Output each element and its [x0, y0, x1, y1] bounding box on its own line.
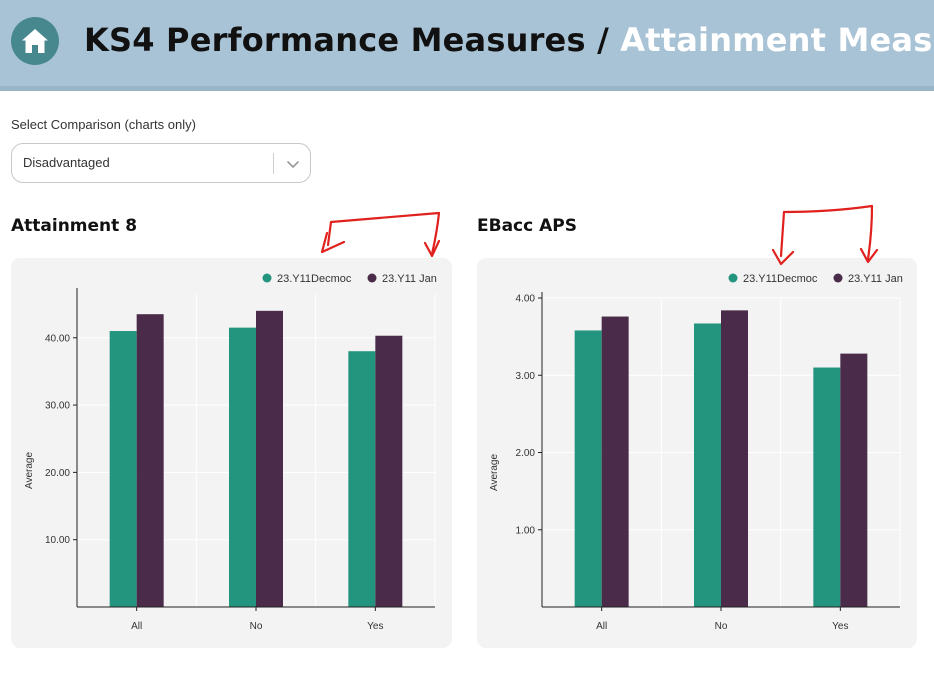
page-title-main: KS4 Performance Measures	[84, 21, 586, 59]
bar-2	[721, 310, 748, 607]
title-separator: /	[597, 21, 609, 59]
legend-swatch	[833, 273, 843, 283]
x-tick-label: Yes	[832, 621, 848, 632]
x-tick-label: No	[250, 621, 263, 632]
legend-label: 23.Y11Decmoc	[277, 273, 352, 285]
page-title-sub: Attainment Measures	[620, 21, 934, 59]
select-divider	[273, 153, 274, 174]
chart-svg: 1.00 2.00 3.00 4.00 All No Yes Average 23.Y11Dec…	[489, 273, 903, 632]
y-tick-label: 4.00	[516, 294, 536, 305]
page-title: KS4 Performance Measures / Attainment Me…	[84, 20, 934, 60]
comparison-label: Select Comparison (charts only)	[11, 117, 196, 132]
y-tick-label: 40.00	[45, 333, 70, 344]
bar-2	[601, 316, 629, 607]
y-tick-label: 3.00	[516, 371, 536, 382]
chart-card-ebacc-aps: 1.00 2.00 3.00 4.00 All No Yes Average 23.Y11Dec…	[477, 258, 917, 648]
bar-1	[694, 323, 721, 607]
bar-1	[574, 330, 602, 607]
header-bottom-band	[0, 86, 934, 91]
annotation-arrowhead	[320, 231, 346, 254]
bar-2	[256, 310, 283, 607]
legend-label: 23.Y11 Jan	[382, 273, 437, 285]
bar-2	[136, 314, 164, 607]
y-tick-label: 30.00	[45, 401, 70, 412]
comparison-selected-value: Disadvantaged	[23, 155, 110, 170]
bar-1	[109, 331, 137, 607]
home-button[interactable]	[11, 17, 59, 65]
chart-title-ebacc-aps: EBacc APS	[477, 216, 577, 236]
x-tick-label: All	[596, 621, 607, 632]
x-tick-label: All	[131, 621, 142, 632]
page-header: KS4 Performance Measures / Attainment Me…	[0, 0, 934, 91]
y-axis-label: Average	[24, 452, 35, 490]
legend-label: 23.Y11Decmoc	[743, 273, 818, 285]
x-tick-label: Yes	[367, 621, 383, 632]
y-axis-label: Average	[489, 454, 500, 492]
bar-1	[813, 367, 841, 607]
y-tick-label: 20.00	[45, 468, 70, 479]
home-icon	[22, 29, 48, 53]
bar-2	[375, 335, 403, 607]
legend-label: 23.Y11 Jan	[848, 273, 903, 285]
annotation-stroke	[326, 211, 441, 256]
bar-1	[229, 327, 256, 607]
y-tick-label: 1.00	[516, 525, 536, 536]
chart-card-attainment-8: 10.00 20.00 30.00 40.00 All No Yes Average 23.Y1…	[11, 258, 452, 648]
x-tick-label: No	[715, 621, 728, 632]
chart-svg: 10.00 20.00 30.00 40.00 All No Yes Average 23.Y1…	[24, 273, 437, 632]
y-tick-label: 10.00	[45, 535, 70, 546]
bar-1	[348, 351, 376, 607]
chevron-down-icon[interactable]	[284, 155, 302, 173]
annotation-arrowhead	[423, 239, 441, 258]
comparison-select[interactable]: Disadvantaged	[11, 143, 311, 183]
y-tick-label: 2.00	[516, 448, 536, 459]
legend-swatch	[367, 273, 377, 283]
bar-2	[840, 353, 868, 607]
chart-title-attainment-8: Attainment 8	[11, 216, 138, 236]
annotation-stroke	[779, 204, 874, 261]
legend-swatch	[262, 273, 272, 283]
legend-swatch	[728, 273, 738, 283]
